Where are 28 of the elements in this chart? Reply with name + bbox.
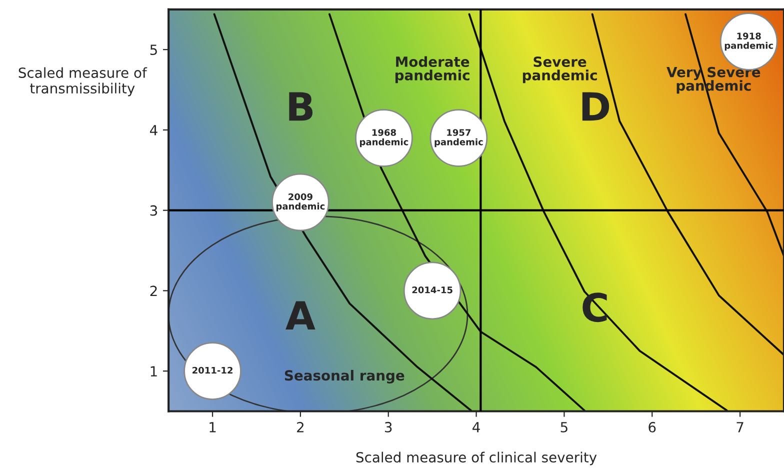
x-tick-label: 2	[297, 422, 304, 432]
annotation: Seasonal range	[284, 370, 404, 384]
annotation: A	[286, 301, 316, 330]
annotation: 1918 pandemic	[724, 32, 773, 51]
x-tick-label: 1	[210, 422, 216, 432]
y-tick-label: 5	[150, 44, 157, 56]
x-tick-label: 6	[648, 422, 656, 432]
annotation: Severe pandemic	[522, 56, 597, 84]
y-tick-label: 3	[150, 205, 158, 216]
x-tick-label: 4	[472, 422, 480, 432]
y-axis-title: Scaled measure of transmissibility	[18, 67, 148, 96]
annotation: B	[289, 92, 313, 121]
x-axis-title: Scaled measure of clinical severity	[356, 452, 597, 466]
y-tick-label: 2	[150, 286, 157, 296]
annotation: 2014-15	[412, 286, 452, 294]
annotation: D	[582, 92, 610, 121]
point	[184, 342, 242, 400]
annotation: 2009 pandemic	[276, 193, 325, 212]
y-tick-label: 1	[150, 366, 157, 376]
annotation: 1968 pandemic	[360, 129, 408, 148]
y-tick-label: 4	[150, 125, 158, 136]
annotation: Moderate pandemic	[395, 56, 470, 84]
x-tick-label: 5	[560, 422, 568, 432]
x-tick-label: 3	[385, 422, 392, 432]
annotation: 1957 pandemic	[434, 129, 483, 148]
x-tick-label: 7	[736, 422, 744, 432]
point	[403, 262, 462, 320]
annotation: 2011-12	[192, 366, 232, 374]
